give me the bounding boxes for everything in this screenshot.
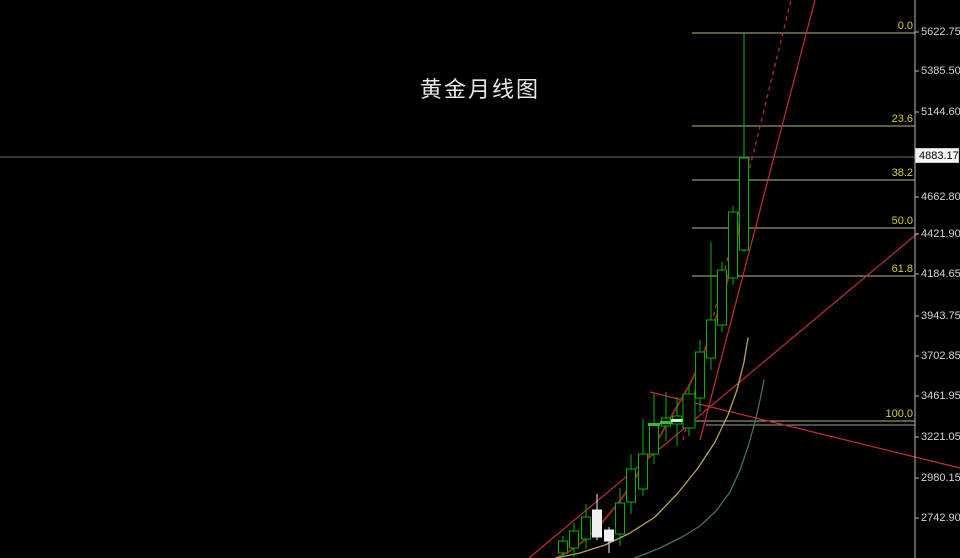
- fib-level-label: 50.0: [891, 215, 913, 227]
- candle-body: [558, 540, 568, 554]
- price-axis-label: 4662.80: [921, 191, 960, 203]
- candle-body: [638, 453, 648, 490]
- price-axis-label: 2742.90: [921, 512, 960, 524]
- candle-open-dash: [660, 421, 672, 424]
- candlestick: [717, 262, 727, 332]
- fib-level-label: 100.0: [885, 408, 913, 420]
- candlestick: [604, 527, 614, 553]
- candle-body: [728, 211, 738, 279]
- candlestick: [626, 454, 636, 514]
- candle-body: [649, 423, 659, 455]
- candle-body: [581, 516, 591, 540]
- candlestick: [660, 392, 672, 441]
- candle-body: [604, 529, 614, 542]
- candlestick: [682, 384, 696, 436]
- price-axis-label: 5385.50: [921, 65, 960, 77]
- ma-fast-red: [555, 157, 750, 558]
- candle-body: [717, 269, 727, 326]
- current-price-value: 4883.17: [919, 150, 959, 162]
- candlestick: [695, 340, 705, 412]
- candlestick: [671, 397, 683, 446]
- price-axis-label: 4421.90: [921, 228, 960, 240]
- candlestick: [569, 523, 579, 557]
- ma-slow-teal: [634, 379, 765, 558]
- fib-level-label: 61.8: [891, 263, 913, 275]
- candlestick: [581, 504, 591, 549]
- candle-body: [592, 509, 602, 538]
- ascending-support-line[interactable]: [528, 232, 919, 558]
- candlestick: [706, 242, 716, 370]
- candle-open-dash: [648, 423, 660, 426]
- price-axis-label: 5144.60: [921, 106, 960, 118]
- candle-body: [615, 502, 625, 535]
- fib-level-label: 38.2: [891, 167, 913, 179]
- candle-body: [569, 530, 579, 549]
- candlestick: [615, 488, 625, 546]
- current-price-box: 4883.17: [915, 148, 959, 163]
- candlestick: [638, 419, 648, 496]
- price-axis-label: 4184.65: [921, 268, 960, 280]
- steep-channel-line-solid[interactable]: [699, 0, 816, 441]
- candlestick: [648, 394, 660, 464]
- fib-level-label: 0.0: [897, 20, 913, 32]
- price-axis-label: 3943.75: [921, 310, 960, 322]
- candlestick: [558, 536, 568, 558]
- candle-body: [682, 393, 696, 429]
- candle-body: [739, 157, 749, 251]
- candle-body: [706, 319, 716, 359]
- price-axis-label: 3221.05: [921, 431, 960, 443]
- descending-resistance-line[interactable]: [649, 391, 960, 469]
- candlestick: [592, 494, 602, 540]
- candlestick: [739, 33, 749, 252]
- candle-body: [695, 351, 705, 399]
- candlestick: [728, 206, 738, 285]
- chart-title-annotation: 黄金月线图: [419, 77, 540, 102]
- price-axis-label: 2980.15: [921, 472, 960, 484]
- ma-medium-khaki: [555, 337, 749, 558]
- candle-open-dash: [671, 419, 683, 422]
- candle-body: [626, 468, 636, 503]
- fib-level-label: 23.6: [891, 113, 913, 125]
- price-axis-label: 5622.75: [921, 26, 960, 38]
- price-axis-label: 3702.85: [921, 350, 960, 362]
- price-axis-label: 3461.95: [921, 390, 960, 402]
